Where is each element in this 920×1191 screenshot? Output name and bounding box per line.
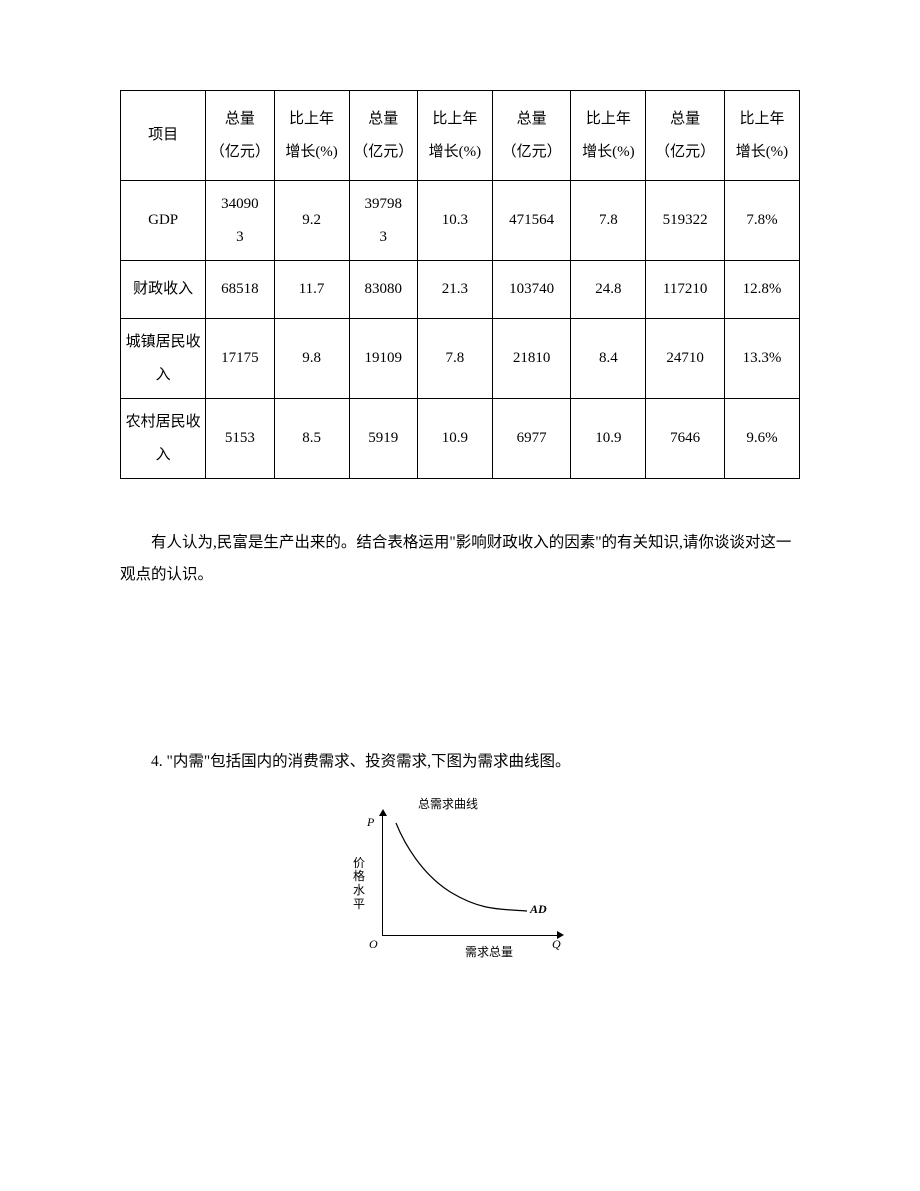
row-label: GDP	[121, 181, 206, 261]
cell: 10.9	[417, 399, 492, 479]
cell: 471564	[492, 181, 570, 261]
axis-label-p: P	[367, 815, 374, 830]
cell: 19109	[349, 319, 417, 399]
cell: 9.8	[274, 319, 349, 399]
axis-label-q: Q	[552, 937, 561, 952]
cell: 9.6%	[724, 399, 799, 479]
cell: 83080	[349, 261, 417, 319]
table-row: 财政收入 68518 11.7 83080 21.3 103740 24.8 1…	[121, 261, 800, 319]
header-growth-3: 比上年增长(%)	[571, 91, 646, 181]
cell: 519322	[646, 181, 724, 261]
cell: 11.7	[274, 261, 349, 319]
origin-label: O	[369, 937, 378, 952]
cell: 5919	[349, 399, 417, 479]
cell: 7.8%	[724, 181, 799, 261]
cell: 103740	[492, 261, 570, 319]
cell: 397983	[349, 181, 417, 261]
cell: 24710	[646, 319, 724, 399]
cell: 7646	[646, 399, 724, 479]
cell: 21810	[492, 319, 570, 399]
document-content: 项目 总量（亿元） 比上年增长(%) 总量（亿元） 比上年增长(%) 总量（亿元…	[0, 0, 920, 960]
table-header-row: 项目 总量（亿元） 比上年增长(%) 总量（亿元） 比上年增长(%) 总量（亿元…	[121, 91, 800, 181]
header-total-1: 总量（亿元）	[206, 91, 274, 181]
x-axis-label: 需求总量	[465, 943, 513, 960]
cell: 9.2	[274, 181, 349, 261]
header-growth-2: 比上年增长(%)	[417, 91, 492, 181]
cell: 68518	[206, 261, 274, 319]
y-axis-label: 价格水平	[353, 857, 366, 912]
table-row: 城镇居民收入 17175 9.8 19109 7.8 21810 8.4 247…	[121, 319, 800, 399]
cell: 17175	[206, 319, 274, 399]
cell: 6977	[492, 399, 570, 479]
cell: 21.3	[417, 261, 492, 319]
header-growth-1: 比上年增长(%)	[274, 91, 349, 181]
question-4-text: 4. "内需"包括国内的消费需求、投资需求,下图为需求曲线图。	[120, 746, 800, 777]
cell: 340903	[206, 181, 274, 261]
header-growth-4: 比上年增长(%)	[724, 91, 799, 181]
cell: 24.8	[571, 261, 646, 319]
chart-title: 总需求曲线	[418, 795, 478, 812]
x-axis-line	[382, 935, 560, 936]
header-total-3: 总量（亿元）	[492, 91, 570, 181]
cell: 12.8%	[724, 261, 799, 319]
table-row: GDP 340903 9.2 397983 10.3 471564 7.8 51…	[121, 181, 800, 261]
row-label: 城镇居民收入	[121, 319, 206, 399]
demand-curve-chart: 总需求曲线 P O Q AD 价格水平 需求总量	[330, 795, 590, 960]
header-total-4: 总量（亿元）	[646, 91, 724, 181]
demand-curve-svg	[382, 813, 560, 935]
cell: 10.9	[571, 399, 646, 479]
cell: 10.3	[417, 181, 492, 261]
cell: 7.8	[417, 319, 492, 399]
table-row: 农村居民收入 5153 8.5 5919 10.9 6977 10.9 7646…	[121, 399, 800, 479]
cell: 8.4	[571, 319, 646, 399]
row-label: 农村居民收入	[121, 399, 206, 479]
header-item: 项目	[121, 91, 206, 181]
cell: 117210	[646, 261, 724, 319]
cell: 8.5	[274, 399, 349, 479]
economic-data-table: 项目 总量（亿元） 比上年增长(%) 总量（亿元） 比上年增长(%) 总量（亿元…	[120, 90, 800, 479]
row-label: 财政收入	[121, 261, 206, 319]
header-total-2: 总量（亿元）	[349, 91, 417, 181]
question-3-text: 有人认为,民富是生产出来的。结合表格运用"影响财政收入的因素"的有关知识,请你谈…	[120, 527, 800, 591]
cell: 5153	[206, 399, 274, 479]
cell: 13.3%	[724, 319, 799, 399]
chart-container: 总需求曲线 P O Q AD 价格水平 需求总量	[120, 795, 800, 960]
demand-curve-line	[396, 823, 527, 911]
cell: 7.8	[571, 181, 646, 261]
